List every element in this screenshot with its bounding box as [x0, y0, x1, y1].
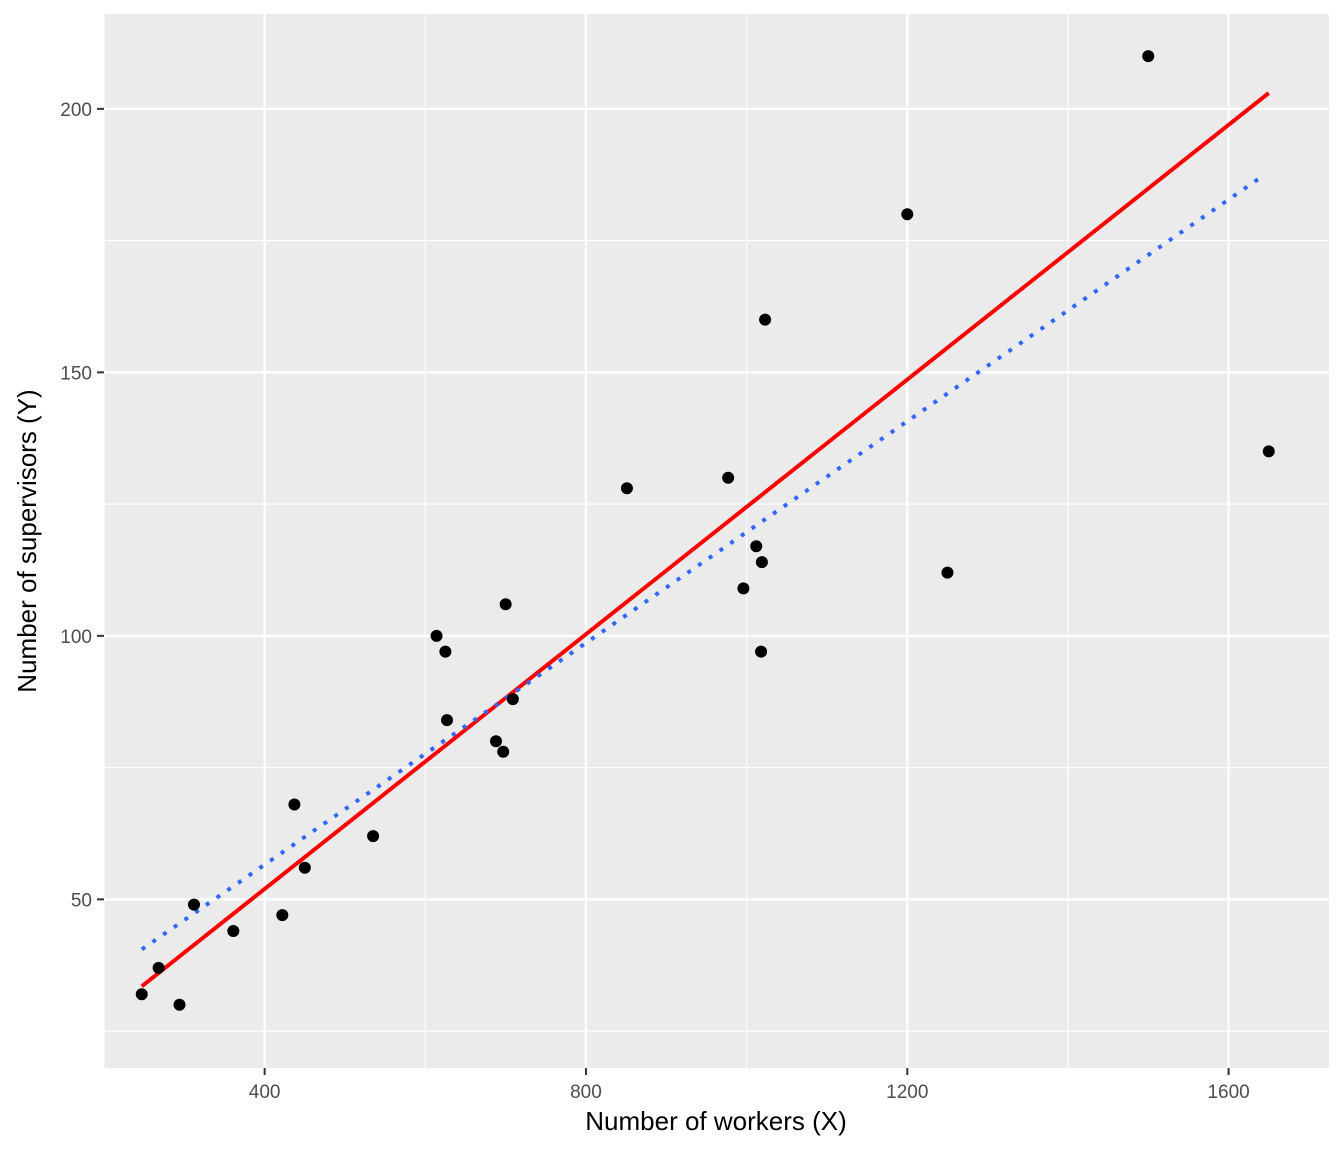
data-point — [1262, 445, 1275, 458]
data-point — [187, 898, 200, 911]
data-point — [901, 208, 914, 221]
data-point — [439, 645, 452, 658]
data-point — [173, 998, 186, 1011]
data-point — [135, 988, 148, 1001]
data-point — [276, 909, 289, 922]
y-tick-label: 150 — [60, 363, 92, 384]
data-point — [620, 482, 633, 495]
y-axis-title: Number of supervisors (Y) — [12, 389, 42, 692]
data-point — [722, 471, 735, 484]
data-point — [499, 598, 512, 611]
data-point — [441, 714, 453, 727]
x-axis-title: Number of workers (X) — [585, 1106, 847, 1136]
fit-lines — [140, 91, 1271, 988]
data-point — [367, 830, 380, 843]
data-point — [298, 861, 311, 874]
data-point — [750, 540, 763, 553]
data-point — [490, 735, 502, 748]
x-tick-label: 400 — [249, 1082, 281, 1103]
x-tick-label: 1200 — [886, 1082, 928, 1103]
data-points — [135, 50, 1275, 1011]
x-axis-ticks: 400 800 1200 1600 — [249, 1068, 1250, 1103]
data-point — [755, 556, 768, 569]
data-point — [152, 961, 165, 974]
data-point — [1142, 50, 1155, 63]
dotted-fit-line — [140, 175, 1262, 952]
plot-panel — [104, 14, 1329, 1068]
y-axis-ticks: 50 100 150 200 — [60, 100, 104, 911]
data-point — [430, 629, 443, 642]
data-point — [288, 798, 301, 811]
data-point — [497, 745, 510, 758]
y-tick-label: 100 — [60, 627, 92, 648]
major-gridlines — [104, 14, 1329, 1068]
data-point — [759, 313, 772, 326]
y-tick-label: 50 — [71, 890, 92, 911]
solid-fit-line — [140, 91, 1271, 988]
data-point — [941, 566, 954, 579]
data-point — [227, 924, 240, 937]
x-tick-label: 1600 — [1207, 1082, 1249, 1103]
data-point — [737, 582, 750, 595]
minor-gridlines — [103, 14, 1329, 1068]
data-point — [506, 693, 519, 706]
x-tick-label: 800 — [570, 1082, 602, 1103]
y-tick-label: 200 — [60, 100, 92, 121]
data-point — [755, 645, 768, 658]
